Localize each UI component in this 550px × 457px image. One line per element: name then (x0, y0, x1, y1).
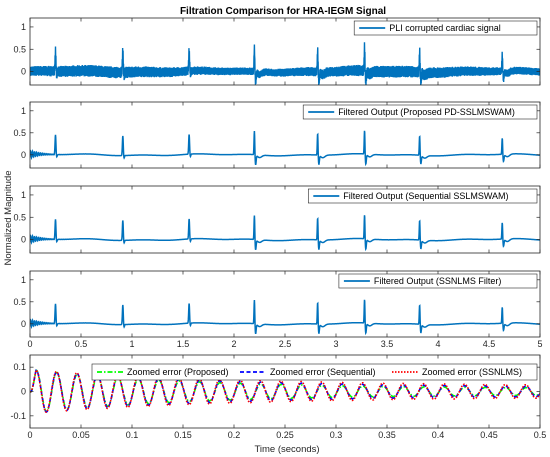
x-tick-label: 2 (231, 339, 236, 349)
legend-box (353, 20, 538, 36)
subplot-3: 0 0.5 1 Filtered Output (Sequential SSLMSWA… (13, 185, 541, 254)
y-tick-label: 0.1 (13, 362, 26, 372)
x-tick-label: 0.4 (432, 430, 445, 440)
legend-box (338, 273, 538, 289)
y-tick-label: 0.5 (13, 212, 26, 222)
x-tick-label: 0.05 (72, 430, 90, 440)
y-tick-label: 0.5 (13, 297, 26, 307)
legend-label: Filtered Output (SSNLMS Filter) (374, 276, 502, 286)
y-tick-label: 0.5 (13, 128, 26, 138)
x-tick-label: 5 (537, 339, 542, 349)
plot-area (30, 215, 540, 252)
x-tick-label: 3.5 (381, 339, 394, 349)
y-tick-label: 0.5 (13, 44, 26, 54)
y-tick-label: 0 (21, 319, 26, 329)
x-tick-label: 2.5 (279, 339, 292, 349)
x-tick-label: 0.15 (174, 430, 192, 440)
x-tick-label: 3 (333, 339, 338, 349)
legend-label: Zoomed error (Sequential) (270, 367, 376, 377)
x-tick-label: 0.5 (534, 430, 547, 440)
y-tick-label: 0 (21, 235, 26, 245)
y-tick-label: 1 (21, 190, 26, 200)
plot-area (30, 130, 540, 167)
y-tick-label: 0 (21, 150, 26, 160)
x-tick-label: 0.1 (126, 430, 139, 440)
subplot-5: 0 0.05 0.1 0.15 0.2 0.25 0.3 0.35 0.4 0.45 0.5 -0.1… (10, 354, 547, 440)
legend-label: Zoomed error (Proposed) (127, 367, 229, 377)
x-tick-label: 0.25 (276, 430, 294, 440)
x-axis-label: Time (seconds) (254, 444, 319, 455)
legend-label: PLI corrupted cardiac signal (389, 23, 501, 33)
x-tick-label: 4.5 (483, 339, 496, 349)
x-tick-label: 4 (435, 339, 440, 349)
error-series-line-1 (30, 369, 540, 413)
subplot-2: 0 0.5 1 Filtered Output (Proposed PD-SSLMSW… (13, 101, 541, 169)
y-tick-label: 1 (21, 275, 26, 285)
x-tick-label: 0.35 (378, 430, 396, 440)
error-series-line-2 (30, 369, 540, 413)
y-tick-label: 0 (21, 67, 26, 77)
x-tick-label: 0.3 (330, 430, 343, 440)
signal-line (30, 130, 540, 167)
subplots: 0 0.5 1 PLI corrupted cardiac signal 0 0.5 1 Fi… (10, 17, 547, 440)
subplot-1: 0 0.5 1 PLI corrupted cardiac signal (13, 17, 541, 86)
y-tick-label: 1 (21, 22, 26, 32)
plot-area (30, 299, 540, 336)
signal-line (30, 299, 540, 336)
legend-label: Filtered Output (Proposed PD-SSLMSWAM) (338, 107, 515, 117)
signal-line (30, 42, 540, 85)
x-tick-label: 0.5 (75, 339, 88, 349)
legend-box (302, 104, 538, 120)
x-tick-label: 1 (129, 339, 134, 349)
y-tick-label: -0.1 (10, 411, 26, 421)
signal-line (30, 215, 540, 252)
y-tick-label: 0 (21, 387, 26, 397)
legend-label: Filtered Output (Sequential SSLMSWAM) (343, 191, 508, 201)
x-tick-label: 0.2 (228, 430, 241, 440)
x-tick-label: 0 (27, 339, 32, 349)
x-tick-label: 0 (27, 430, 32, 440)
y-tick-label: 1 (21, 106, 26, 116)
legend-label: Zoomed error (SSNLMS) (422, 367, 522, 377)
chart-title: Filtration Comparison for HRA-IEGM Signa… (180, 6, 386, 17)
plot-area (30, 42, 540, 85)
legend-box (91, 363, 538, 381)
x-tick-label: 1.5 (177, 339, 190, 349)
subplot-4: 0 0.5 1 1.5 2 2.5 3 3.5 4 4.5 5 0 0.5 1 Filtered Outpu… (13, 270, 543, 349)
legend-box (307, 188, 538, 204)
x-tick-label: 0.45 (480, 430, 498, 440)
y-axis-label: Normalized Magnitude (3, 170, 14, 265)
